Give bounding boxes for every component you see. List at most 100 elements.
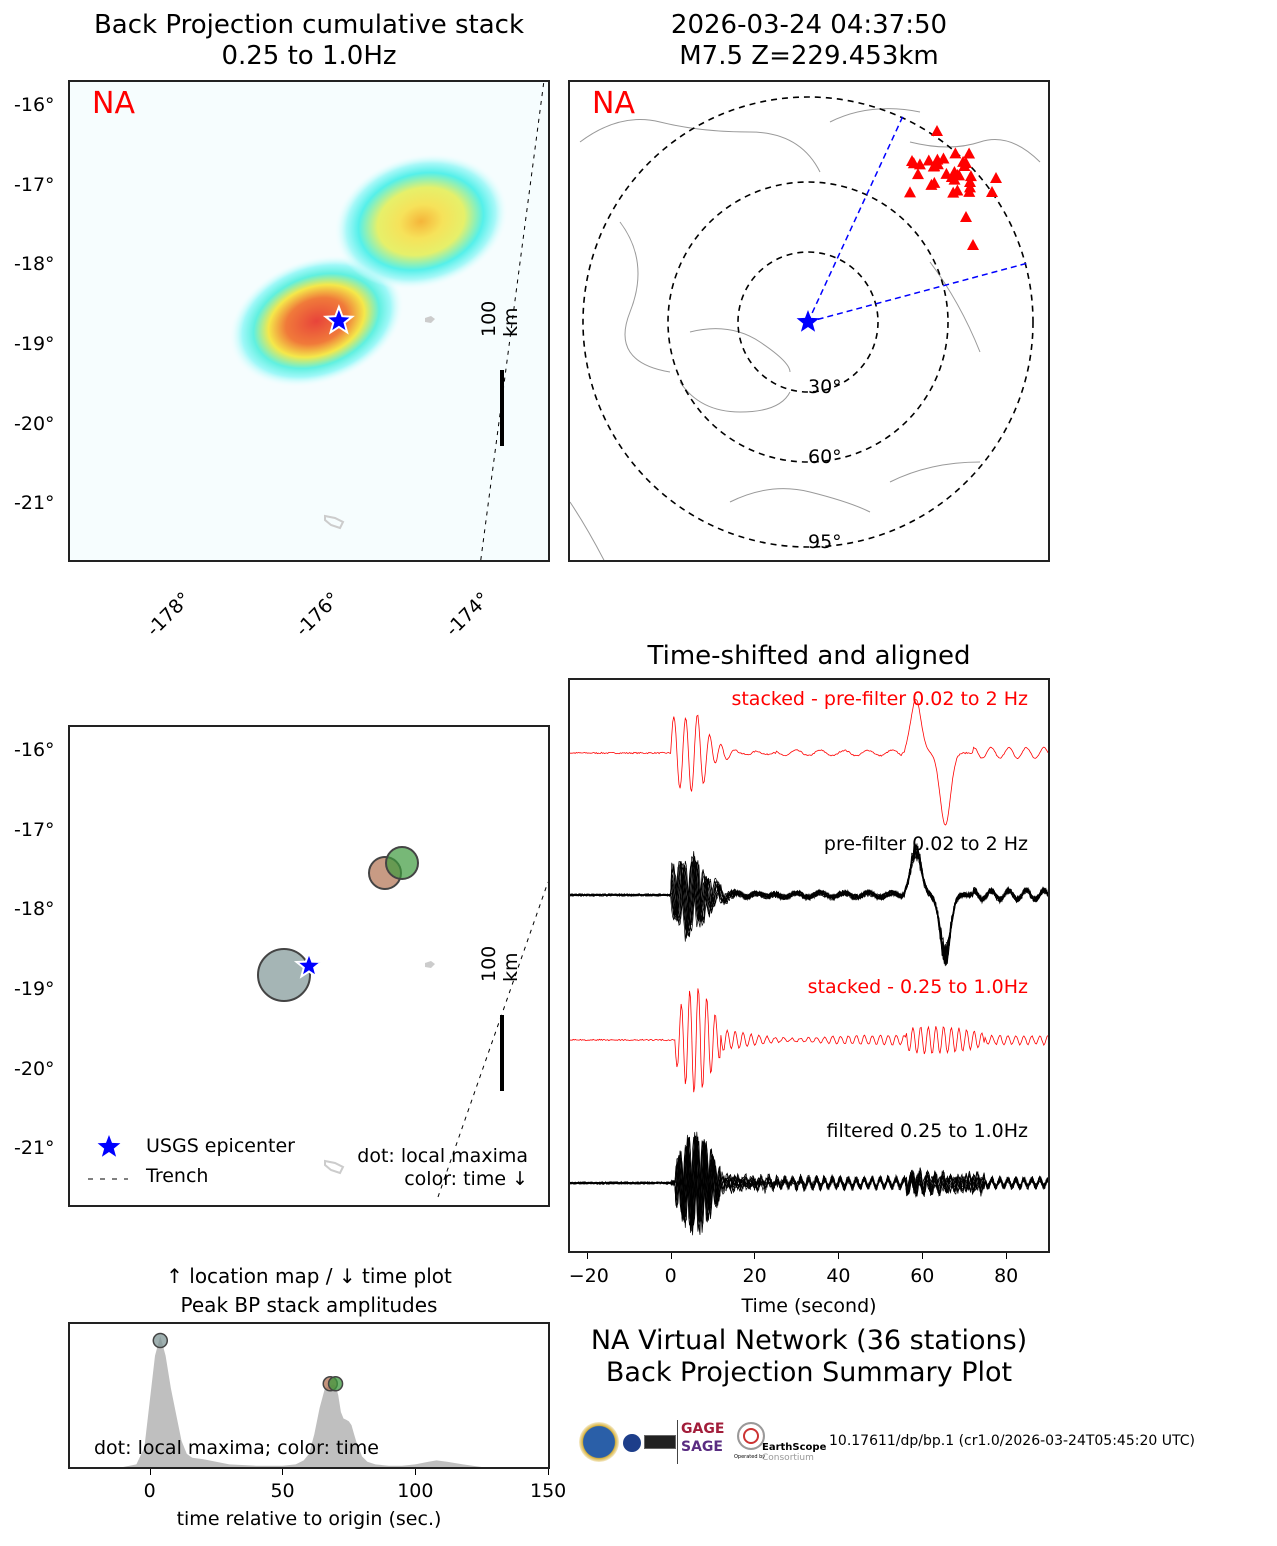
earthscope-logo-icon	[737, 1422, 765, 1450]
xtick-mark	[754, 1253, 756, 1259]
waveform-trace	[570, 988, 1048, 1093]
ytick-label: -18°	[14, 898, 55, 921]
xtick-mark	[548, 1469, 549, 1475]
waveform-trace	[570, 843, 1048, 962]
coastline	[729, 488, 871, 513]
station-triangle-icon	[907, 157, 920, 169]
xtick-label: 0	[143, 1480, 156, 1502]
island-icon	[324, 514, 345, 530]
ytick-label: -19°	[14, 977, 55, 1000]
island-icon	[324, 1159, 345, 1175]
legend-epicenter: USGS epicenter	[146, 1135, 295, 1157]
peak-amplitudes-plot: dot: local maxima; color: time	[68, 1322, 550, 1469]
xtick-label: -176°	[291, 588, 345, 641]
xtick-label: 150	[530, 1480, 567, 1502]
nasa-logo-icon	[623, 1434, 641, 1452]
ytick-label: -16°	[14, 738, 55, 761]
station-triangle-icon	[960, 211, 972, 222]
summary-line1: NA Virtual Network (36 stations)	[590, 1325, 1028, 1356]
peak-amplitudes-title: ↑ location map / ↓ time plot Peak BP sta…	[166, 1264, 452, 1317]
waveform-trace	[570, 699, 1048, 826]
ytick-label: -21°	[14, 492, 55, 515]
station-triangle-icon	[967, 239, 979, 250]
scale-bar-label: 100 km	[478, 300, 522, 337]
distance-ring	[667, 181, 949, 463]
event-title: 2026-03-24 04:37:50 M7.5 Z=229.453km	[670, 10, 948, 71]
station-triangle-icon	[964, 175, 977, 187]
waveform-trace	[570, 850, 1048, 962]
operated-by-label: Operated by	[734, 1454, 766, 1460]
coastline	[579, 119, 821, 173]
waveform-trace	[570, 849, 1048, 962]
amplitude-area	[70, 1336, 548, 1467]
waveform-trace	[570, 848, 1048, 963]
xtick-label: 20	[742, 1265, 767, 1287]
coastline	[570, 501, 605, 560]
waveform-trace	[570, 1136, 1048, 1232]
xtick-label: 100	[397, 1480, 434, 1502]
ytick-label: -20°	[14, 412, 55, 435]
waveform-trace	[570, 1136, 1048, 1230]
bp-stack-plot-area	[70, 82, 548, 560]
station-triangle-icon	[949, 147, 962, 159]
series-label-2: stacked - 0.25 to 1.0Hz	[807, 976, 1028, 998]
legend-star-icon	[97, 1135, 121, 1157]
local-maximum-dot	[327, 1376, 344, 1392]
ytick-label: -17°	[14, 173, 55, 196]
island-icon	[425, 961, 435, 968]
ytick-label: -18°	[14, 253, 55, 276]
xtick-label: −20	[568, 1265, 609, 1287]
ytick-label: -19°	[14, 332, 55, 355]
waveform-trace	[570, 846, 1048, 965]
azimuth-line	[807, 115, 904, 323]
usgs-logo-icon	[644, 1435, 676, 1449]
station-map-plot-area	[570, 96, 1041, 560]
doi-citation: 10.17611/dp/bp.1 (cr1.0/2026-03-24T05:45…	[829, 1433, 1195, 1449]
station-triangle-icon	[990, 172, 1002, 183]
coastline	[619, 221, 671, 373]
station-map: NA 30° 60° 95°	[568, 80, 1050, 562]
local-maximum-dot	[385, 846, 419, 880]
epicenter-star-icon	[322, 304, 355, 335]
local-maxima-plot-area	[88, 846, 548, 1198]
xtick-mark	[922, 1253, 924, 1259]
sage-label: SAGE	[681, 1439, 723, 1455]
waveforms-plot: stacked - pre-filter 0.02 to 2 Hz pre-fi…	[568, 678, 1050, 1253]
summary-line2: Back Projection Summary Plot	[605, 1357, 1013, 1388]
earthscope-label: EarthScope	[762, 1442, 827, 1453]
series-label-1: pre-filter 0.02 to 2 Hz	[823, 833, 1028, 855]
bp-stack-title: Back Projection cumulative stack 0.25 to…	[93, 10, 525, 71]
epicenter-star-icon	[293, 950, 325, 979]
epicenter-star-icon	[796, 310, 820, 332]
maxima-annotation: dot: local maxima color: time ↓	[357, 1145, 528, 1190]
distance-ring	[737, 251, 879, 393]
station-triangle-icon	[963, 147, 976, 159]
xtick-mark	[282, 1469, 284, 1475]
station-triangle-icon	[928, 176, 941, 188]
network-label: NA	[92, 86, 135, 121]
ytick-label: -16°	[14, 93, 55, 116]
station-triangle-icon	[986, 186, 998, 197]
waveform-trace	[570, 842, 1048, 964]
station-triangle-icon	[911, 168, 924, 180]
coastline	[679, 381, 791, 413]
peak-annotation: dot: local maxima; color: time	[94, 1437, 379, 1459]
local-maxima-map: 100 km USGS epicenter Trench dot: local …	[68, 725, 550, 1207]
island-icon	[425, 316, 435, 323]
ytick-label: -17°	[14, 818, 55, 841]
xtick-label: 0	[664, 1265, 677, 1287]
xtick-mark	[586, 1253, 588, 1259]
xtick-label: -178°	[142, 588, 196, 641]
hotspot-primary	[229, 255, 404, 387]
station-triangle-icon	[904, 186, 917, 198]
legend-trench: Trench	[146, 1165, 209, 1187]
waveform-trace	[570, 843, 1048, 965]
station-triangle-icon	[937, 152, 950, 164]
local-maximum-dot	[152, 1332, 169, 1349]
station-triangle-icon	[963, 185, 976, 197]
waveform-trace	[570, 843, 1048, 966]
network-label: NA	[592, 86, 635, 121]
coastline	[929, 261, 981, 353]
waveform-trace	[570, 843, 1048, 962]
waveforms-xlabel: Time (second)	[741, 1295, 877, 1317]
